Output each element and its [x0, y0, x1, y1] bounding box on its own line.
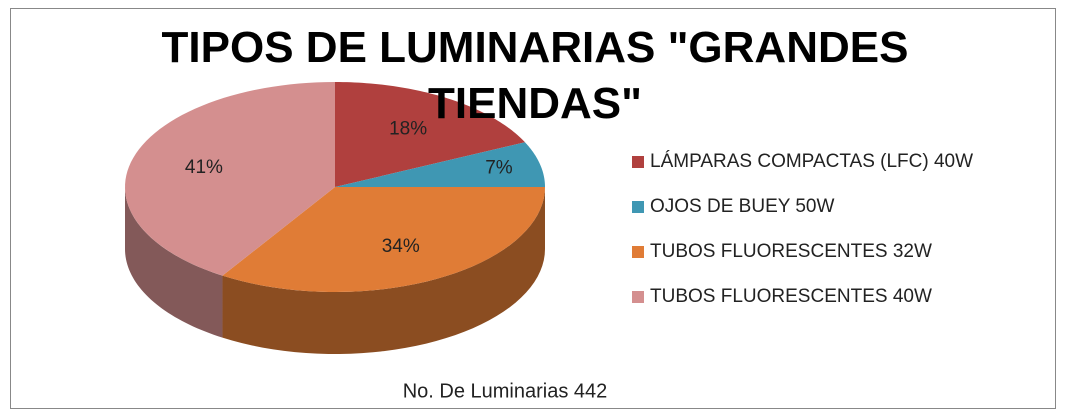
legend: LÁMPARAS COMPACTAS (LFC) 40W OJOS DE BUEY…	[632, 151, 973, 307]
data-label: 18%	[389, 118, 427, 139]
pie-side	[222, 187, 545, 354]
data-label: 7%	[485, 158, 513, 179]
legend-label: TUBOS FLUORESCENTES 32W	[650, 241, 932, 262]
pie: 18% 7% 34% 41%	[125, 82, 545, 354]
pie-slice	[335, 142, 545, 187]
chart-title: TIPOS DE LUMINARIAS "GRANDES TIENDAS"	[161, 23, 909, 128]
data-label: 41%	[185, 157, 223, 178]
legend-label: OJOS DE BUEY 50W	[650, 196, 834, 217]
pie-slice	[125, 82, 335, 276]
data-label: 34%	[382, 236, 420, 257]
pie-side	[125, 187, 223, 338]
annotation: No. De Luminarias 442	[403, 380, 608, 402]
legend-swatch	[632, 156, 644, 168]
pie-slice	[335, 82, 526, 187]
legend-swatch	[632, 246, 644, 258]
legend-label: LÁMPARAS COMPACTAS (LFC) 40W	[650, 151, 973, 172]
pie-slice	[222, 187, 545, 292]
legend-swatch	[632, 291, 644, 303]
legend-label: TUBOS FLUORESCENTES 40W	[650, 286, 932, 307]
legend-swatch	[632, 201, 644, 213]
